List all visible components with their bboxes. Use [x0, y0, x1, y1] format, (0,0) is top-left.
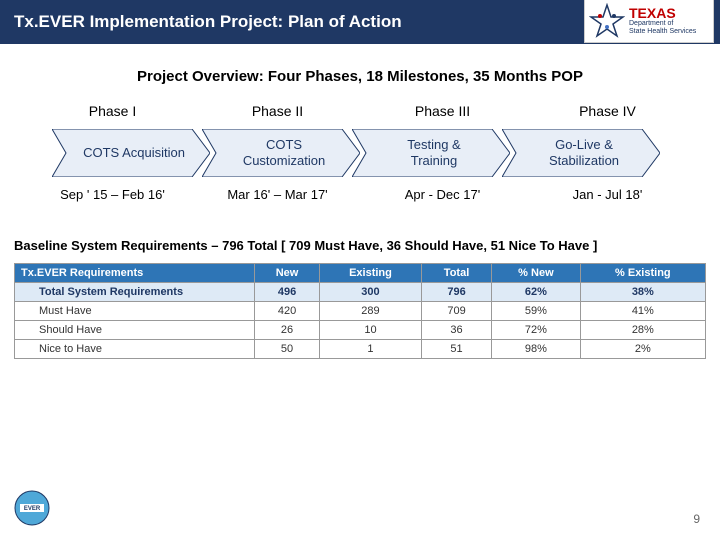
chevron-label: COTS Acquisition [65, 145, 197, 161]
cell: Nice to Have [15, 340, 255, 359]
cell: 72% [492, 321, 581, 340]
chevron-label: Testing & Training [389, 137, 472, 168]
col-header: New [255, 264, 320, 283]
cell: 38% [580, 283, 705, 302]
texas-star-icon [589, 3, 625, 39]
requirements-table: Tx.EVER Requirements New Existing Total … [14, 263, 706, 359]
cell: Total System Requirements [15, 283, 255, 302]
page-title: Tx.EVER Implementation Project: Plan of … [14, 12, 402, 32]
cell: 50 [255, 340, 320, 359]
logo-dept-text: Department of State Health Services [629, 20, 696, 35]
phase-header: Phase III [368, 103, 518, 119]
baseline-text: Baseline System Requirements – 796 Total… [0, 238, 720, 253]
phase-date: Sep ' 15 – Feb 16' [38, 187, 188, 202]
cell: 51 [421, 340, 491, 359]
col-header: Total [421, 264, 491, 283]
table-row: Should Have 26 10 36 72% 28% [15, 321, 706, 340]
cell: 709 [421, 302, 491, 321]
col-header: % New [492, 264, 581, 283]
phase-chevron: Testing & Training [352, 129, 510, 177]
cell: 10 [320, 321, 422, 340]
phase-header: Phase I [38, 103, 188, 119]
cell: Should Have [15, 321, 255, 340]
cell: 300 [320, 283, 422, 302]
cell: 62% [492, 283, 581, 302]
phase-header: Phase IV [533, 103, 683, 119]
phase-header: Phase II [203, 103, 353, 119]
col-header: % Existing [580, 264, 705, 283]
chevron-label: Go-Live & Stabilization [531, 137, 631, 168]
cell: 28% [580, 321, 705, 340]
svg-text:EVER: EVER [24, 506, 41, 512]
cell: 98% [492, 340, 581, 359]
phase-date: Apr - Dec 17' [368, 187, 518, 202]
cell: 2% [580, 340, 705, 359]
logo-texas-text: TEXAS [629, 6, 696, 20]
phase-chevron: COTS Acquisition [52, 129, 210, 177]
table-row: Nice to Have 50 1 51 98% 2% [15, 340, 706, 359]
txever-badge-icon: EVER [14, 490, 50, 526]
cell: 1 [320, 340, 422, 359]
col-header: Tx.EVER Requirements [15, 264, 255, 283]
phase-chevron: Go-Live & Stabilization [502, 129, 660, 177]
phase-date: Mar 16' – Mar 17' [203, 187, 353, 202]
cell: 41% [580, 302, 705, 321]
cell: 59% [492, 302, 581, 321]
cell: 36 [421, 321, 491, 340]
cell: 26 [255, 321, 320, 340]
cell: Must Have [15, 302, 255, 321]
table-header-row: Tx.EVER Requirements New Existing Total … [15, 264, 706, 283]
page-number: 9 [693, 512, 700, 526]
overview-heading: Project Overview: Four Phases, 18 Milest… [0, 68, 720, 85]
phase-chevron: COTS Customization [202, 129, 360, 177]
cell: 420 [255, 302, 320, 321]
phase-date: Jan - Jul 18' [533, 187, 683, 202]
phase-dates-row: Sep ' 15 – Feb 16' Mar 16' – Mar 17' Apr… [0, 187, 720, 202]
table-row: Must Have 420 289 709 59% 41% [15, 302, 706, 321]
title-bar: Tx.EVER Implementation Project: Plan of … [0, 0, 720, 44]
cell: 289 [320, 302, 422, 321]
col-header: Existing [320, 264, 422, 283]
cell: 496 [255, 283, 320, 302]
texas-dshs-logo: TEXAS Department of State Health Service… [584, 0, 714, 43]
chevron-row: COTS Acquisition COTS Customization Test… [0, 129, 720, 177]
table-total-row: Total System Requirements 496 300 796 62… [15, 283, 706, 302]
cell: 796 [421, 283, 491, 302]
chevron-label: COTS Customization [225, 137, 337, 168]
phase-headers-row: Phase I Phase II Phase III Phase IV [0, 103, 720, 119]
